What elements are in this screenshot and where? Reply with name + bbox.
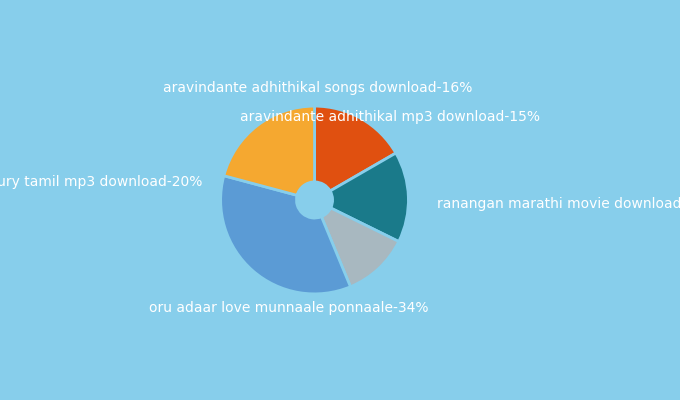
- Wedge shape: [315, 106, 396, 191]
- Text: oru adaar love munnaale ponnaale-34%: oru adaar love munnaale ponnaale-34%: [150, 301, 429, 315]
- Text: aravindante adhithikal mp3 download-15%: aravindante adhithikal mp3 download-15%: [240, 110, 541, 124]
- Text: aravindante adhithikal songs download-16%: aravindante adhithikal songs download-16…: [163, 81, 473, 95]
- Wedge shape: [322, 208, 398, 287]
- Wedge shape: [224, 106, 315, 195]
- Wedge shape: [330, 153, 409, 242]
- Text: mercury tamil mp3 download-20%: mercury tamil mp3 download-20%: [0, 175, 203, 189]
- Text: ranangan marathi movie download-11%: ranangan marathi movie download-11%: [437, 197, 680, 211]
- Wedge shape: [220, 176, 350, 294]
